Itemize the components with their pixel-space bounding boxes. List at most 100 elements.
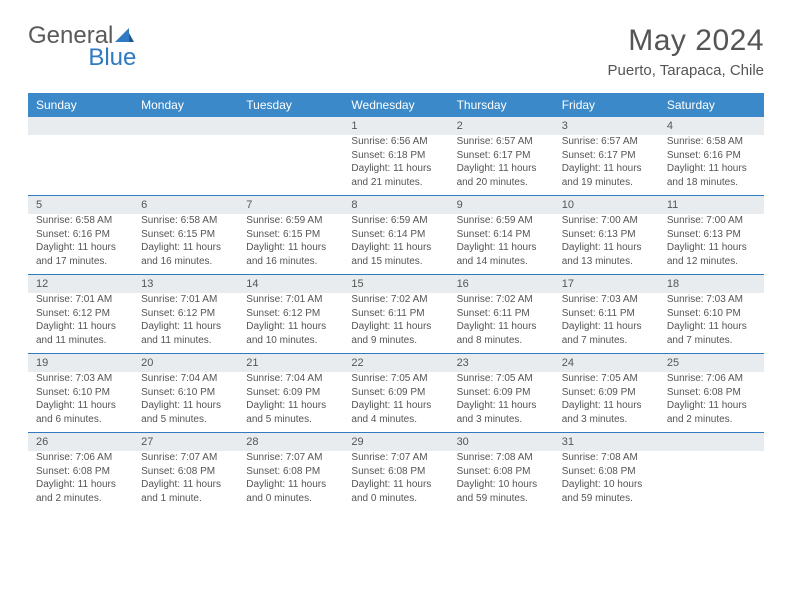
sunrise-text: Sunrise: 7:01 AM xyxy=(141,293,230,307)
daylight-text: and 3 minutes. xyxy=(457,413,546,427)
sunrise-text: Sunrise: 7:00 AM xyxy=(667,214,756,228)
day-number-cell xyxy=(238,117,343,135)
sunset-text: Sunset: 6:08 PM xyxy=(562,465,651,479)
header: GeneralBlue May 2024 Puerto, Tarapaca, C… xyxy=(28,24,764,79)
daylight-text: and 18 minutes. xyxy=(667,176,756,190)
daylight-text: and 21 minutes. xyxy=(351,176,440,190)
sunset-text: Sunset: 6:12 PM xyxy=(141,307,230,321)
daylight-text: Daylight: 11 hours xyxy=(351,162,440,176)
sunrise-text: Sunrise: 7:05 AM xyxy=(351,372,440,386)
sunrise-text: Sunrise: 6:57 AM xyxy=(457,135,546,149)
week-detail-row: Sunrise: 7:01 AMSunset: 6:12 PMDaylight:… xyxy=(28,293,764,354)
daylight-text: Daylight: 11 hours xyxy=(141,478,230,492)
sunset-text: Sunset: 6:15 PM xyxy=(141,228,230,242)
day-detail-cell: Sunrise: 7:00 AMSunset: 6:13 PMDaylight:… xyxy=(554,214,659,275)
daylight-text: and 9 minutes. xyxy=(351,334,440,348)
daylight-text: and 59 minutes. xyxy=(457,492,546,506)
sunset-text: Sunset: 6:08 PM xyxy=(667,386,756,400)
daylight-text: and 5 minutes. xyxy=(141,413,230,427)
daylight-text: Daylight: 11 hours xyxy=(141,320,230,334)
day-detail-cell: Sunrise: 7:07 AMSunset: 6:08 PMDaylight:… xyxy=(133,451,238,511)
day-detail-cell: Sunrise: 7:02 AMSunset: 6:11 PMDaylight:… xyxy=(343,293,448,354)
sunset-text: Sunset: 6:17 PM xyxy=(457,149,546,163)
day-number-cell: 26 xyxy=(28,433,133,452)
day-number-cell: 15 xyxy=(343,275,448,294)
sunrise-text: Sunrise: 6:58 AM xyxy=(36,214,125,228)
sunrise-text: Sunrise: 7:05 AM xyxy=(562,372,651,386)
day-detail-cell: Sunrise: 6:57 AMSunset: 6:17 PMDaylight:… xyxy=(554,135,659,196)
daylight-text: Daylight: 10 hours xyxy=(562,478,651,492)
daylight-text: Daylight: 11 hours xyxy=(667,320,756,334)
day-detail-cell: Sunrise: 7:05 AMSunset: 6:09 PMDaylight:… xyxy=(449,372,554,433)
daylight-text: and 1 minute. xyxy=(141,492,230,506)
daylight-text: Daylight: 11 hours xyxy=(457,241,546,255)
sunset-text: Sunset: 6:09 PM xyxy=(246,386,335,400)
daylight-text: and 12 minutes. xyxy=(667,255,756,269)
sunset-text: Sunset: 6:14 PM xyxy=(457,228,546,242)
sunset-text: Sunset: 6:11 PM xyxy=(457,307,546,321)
day-detail-cell xyxy=(238,135,343,196)
sunrise-text: Sunrise: 7:06 AM xyxy=(667,372,756,386)
day-detail-cell xyxy=(133,135,238,196)
day-detail-cell: Sunrise: 7:03 AMSunset: 6:11 PMDaylight:… xyxy=(554,293,659,354)
sunset-text: Sunset: 6:08 PM xyxy=(351,465,440,479)
daylight-text: and 17 minutes. xyxy=(36,255,125,269)
daylight-text: Daylight: 11 hours xyxy=(141,241,230,255)
sunset-text: Sunset: 6:16 PM xyxy=(36,228,125,242)
location: Puerto, Tarapaca, Chile xyxy=(608,62,764,79)
calendar-table: SundayMondayTuesdayWednesdayThursdayFrid… xyxy=(28,93,764,511)
sunrise-text: Sunrise: 7:03 AM xyxy=(667,293,756,307)
month-title: May 2024 xyxy=(608,24,764,58)
weekday-header: Thursday xyxy=(449,93,554,117)
day-number-cell: 1 xyxy=(343,117,448,135)
sunrise-text: Sunrise: 7:08 AM xyxy=(457,451,546,465)
week-daynum-row: 19202122232425 xyxy=(28,354,764,373)
day-number-cell: 6 xyxy=(133,196,238,215)
week-daynum-row: 12131415161718 xyxy=(28,275,764,294)
daylight-text: and 10 minutes. xyxy=(246,334,335,348)
day-number-cell: 10 xyxy=(554,196,659,215)
day-number-cell: 29 xyxy=(343,433,448,452)
sunset-text: Sunset: 6:12 PM xyxy=(246,307,335,321)
sunrise-text: Sunrise: 7:00 AM xyxy=(562,214,651,228)
daylight-text: and 6 minutes. xyxy=(36,413,125,427)
sunset-text: Sunset: 6:09 PM xyxy=(562,386,651,400)
day-number-cell: 8 xyxy=(343,196,448,215)
sunrise-text: Sunrise: 7:04 AM xyxy=(246,372,335,386)
sunset-text: Sunset: 6:10 PM xyxy=(141,386,230,400)
day-detail-cell: Sunrise: 7:01 AMSunset: 6:12 PMDaylight:… xyxy=(133,293,238,354)
day-detail-cell xyxy=(28,135,133,196)
daylight-text: and 8 minutes. xyxy=(457,334,546,348)
sunrise-text: Sunrise: 7:02 AM xyxy=(351,293,440,307)
day-detail-cell: Sunrise: 7:07 AMSunset: 6:08 PMDaylight:… xyxy=(343,451,448,511)
daylight-text: and 0 minutes. xyxy=(246,492,335,506)
daylight-text: Daylight: 11 hours xyxy=(351,478,440,492)
day-detail-cell: Sunrise: 7:07 AMSunset: 6:08 PMDaylight:… xyxy=(238,451,343,511)
daylight-text: Daylight: 11 hours xyxy=(351,241,440,255)
day-detail-cell: Sunrise: 6:58 AMSunset: 6:16 PMDaylight:… xyxy=(659,135,764,196)
day-number-cell: 24 xyxy=(554,354,659,373)
sunrise-text: Sunrise: 6:58 AM xyxy=(667,135,756,149)
day-number-cell: 28 xyxy=(238,433,343,452)
sunset-text: Sunset: 6:17 PM xyxy=(562,149,651,163)
day-detail-cell: Sunrise: 7:02 AMSunset: 6:11 PMDaylight:… xyxy=(449,293,554,354)
daylight-text: Daylight: 11 hours xyxy=(246,478,335,492)
daylight-text: and 11 minutes. xyxy=(141,334,230,348)
sunrise-text: Sunrise: 6:56 AM xyxy=(351,135,440,149)
day-detail-cell: Sunrise: 7:04 AMSunset: 6:10 PMDaylight:… xyxy=(133,372,238,433)
day-number-cell xyxy=(659,433,764,452)
day-number-cell: 18 xyxy=(659,275,764,294)
day-detail-cell: Sunrise: 7:06 AMSunset: 6:08 PMDaylight:… xyxy=(659,372,764,433)
sunrise-text: Sunrise: 6:59 AM xyxy=(457,214,546,228)
day-detail-cell: Sunrise: 7:05 AMSunset: 6:09 PMDaylight:… xyxy=(343,372,448,433)
day-detail-cell: Sunrise: 6:59 AMSunset: 6:14 PMDaylight:… xyxy=(449,214,554,275)
day-number-cell: 9 xyxy=(449,196,554,215)
logo: GeneralBlue xyxy=(28,24,136,70)
day-number-cell: 23 xyxy=(449,354,554,373)
day-detail-cell: Sunrise: 7:08 AMSunset: 6:08 PMDaylight:… xyxy=(554,451,659,511)
day-detail-cell: Sunrise: 6:59 AMSunset: 6:14 PMDaylight:… xyxy=(343,214,448,275)
week-daynum-row: 567891011 xyxy=(28,196,764,215)
sunrise-text: Sunrise: 6:59 AM xyxy=(351,214,440,228)
day-detail-cell: Sunrise: 7:01 AMSunset: 6:12 PMDaylight:… xyxy=(28,293,133,354)
daylight-text: and 2 minutes. xyxy=(36,492,125,506)
